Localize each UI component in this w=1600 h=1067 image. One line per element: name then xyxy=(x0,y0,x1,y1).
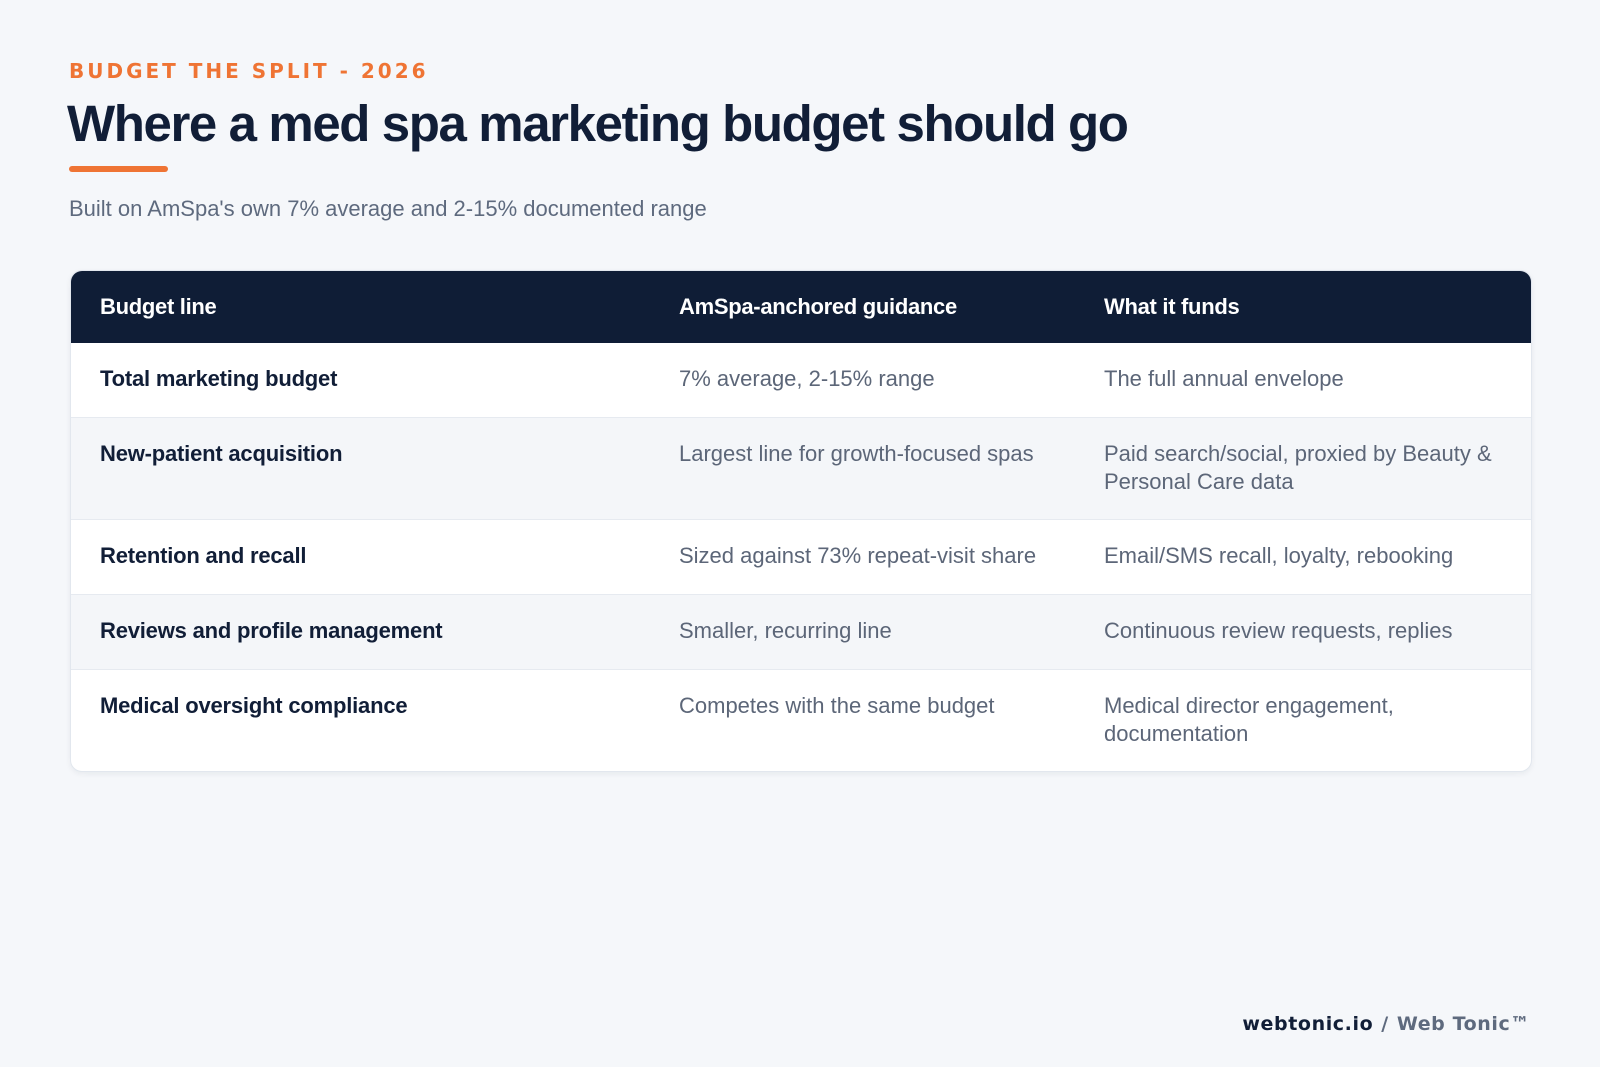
column-header-guidance: AmSpa-anchored guidance xyxy=(679,294,957,319)
table-header: Budget line AmSpa-anchored guidance What… xyxy=(71,271,1531,343)
table-row: Total marketing budget 7% average, 2-15%… xyxy=(71,343,1531,417)
footer-domain: webtonic.io xyxy=(1242,1013,1374,1035)
guidance-cell: Competes with the same budget xyxy=(679,693,995,718)
page-subtitle: Built on AmSpa's own 7% average and 2-15… xyxy=(69,196,707,221)
guidance-cell: Largest line for growth-focused spas xyxy=(679,441,1034,466)
table-row: Medical oversight compliance Competes wi… xyxy=(71,669,1531,771)
footer-brand: Web Tonic™ xyxy=(1396,1013,1530,1035)
footer-credit: webtonic.io / Web Tonic™ xyxy=(1242,1011,1530,1037)
budget-line-cell: Total marketing budget xyxy=(100,366,338,391)
column-header-budget-line: Budget line xyxy=(100,294,217,319)
title-accent-rule xyxy=(69,166,168,172)
budget-line-cell: Medical oversight compliance xyxy=(100,693,408,718)
column-header-funds: What it funds xyxy=(1104,294,1240,319)
footer-separator: / xyxy=(1381,1013,1389,1035)
guidance-cell: Sized against 73% repeat-visit share xyxy=(679,543,1037,568)
funds-cell: The full annual envelope xyxy=(1104,366,1344,391)
table-row: New-patient acquisition Largest line for… xyxy=(71,417,1531,519)
eyebrow-label: BUDGET THE SPLIT - 2026 xyxy=(69,59,429,83)
table-body: Total marketing budget 7% average, 2-15%… xyxy=(71,343,1531,771)
guidance-cell: 7% average, 2-15% range xyxy=(679,366,935,391)
table-row: Retention and recall Sized against 73% r… xyxy=(71,519,1531,594)
funds-cell: Paid search/social, proxied by Beauty & … xyxy=(1104,441,1492,494)
budget-line-cell: Retention and recall xyxy=(100,543,307,568)
guidance-cell: Smaller, recurring line xyxy=(679,618,892,643)
budget-line-cell: New-patient acquisition xyxy=(100,441,343,466)
budget-table: Budget line AmSpa-anchored guidance What… xyxy=(70,270,1532,772)
funds-cell: Continuous review requests, replies xyxy=(1104,618,1453,643)
funds-cell: Medical director engagement, documentati… xyxy=(1104,693,1394,746)
table-row: Reviews and profile management Smaller, … xyxy=(71,594,1531,669)
budget-line-cell: Reviews and profile management xyxy=(100,618,443,643)
page-title: Where a med spa marketing budget should … xyxy=(67,95,1129,152)
funds-cell: Email/SMS recall, loyalty, rebooking xyxy=(1104,543,1454,568)
